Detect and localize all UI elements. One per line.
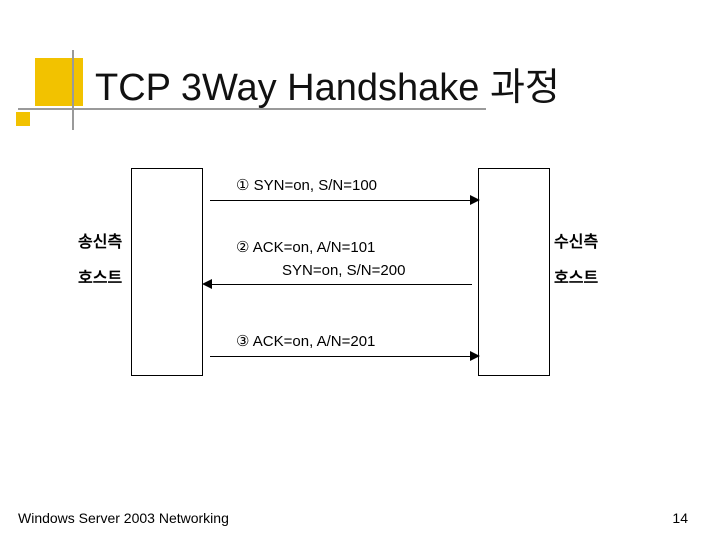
receiver-host-box (478, 168, 550, 376)
sender-label-2: 호스트 (78, 264, 122, 288)
decor-square-small (16, 112, 30, 126)
handshake-arrowhead-3 (470, 351, 480, 361)
handshake-step-1-label: ① SYN=on, S/N=100 (236, 176, 377, 194)
handshake-step-2-label: ② ACK=on, A/N=101 (236, 238, 375, 256)
decor-square-large (35, 58, 83, 106)
page-number: 14 (672, 510, 688, 526)
footer-text: Windows Server 2003 Networking (18, 510, 229, 526)
decor-vline (72, 50, 74, 130)
handshake-step-2-sublabel: SYN=on, S/N=200 (282, 262, 405, 279)
receiver-label-1: 수신측 (554, 228, 598, 252)
handshake-arrow-1 (210, 200, 472, 201)
handshake-arrowhead-1 (470, 195, 480, 205)
sender-host-box (131, 168, 203, 376)
receiver-label-2: 호스트 (554, 264, 598, 288)
page-title: TCP 3Way Handshake 과정 (95, 56, 560, 111)
handshake-arrow-3 (210, 356, 472, 357)
handshake-step-3-label: ③ ACK=on, A/N=201 (236, 332, 375, 350)
sender-label-1: 송신측 (78, 228, 122, 252)
handshake-arrowhead-2 (202, 279, 212, 289)
handshake-arrow-2 (210, 284, 472, 285)
